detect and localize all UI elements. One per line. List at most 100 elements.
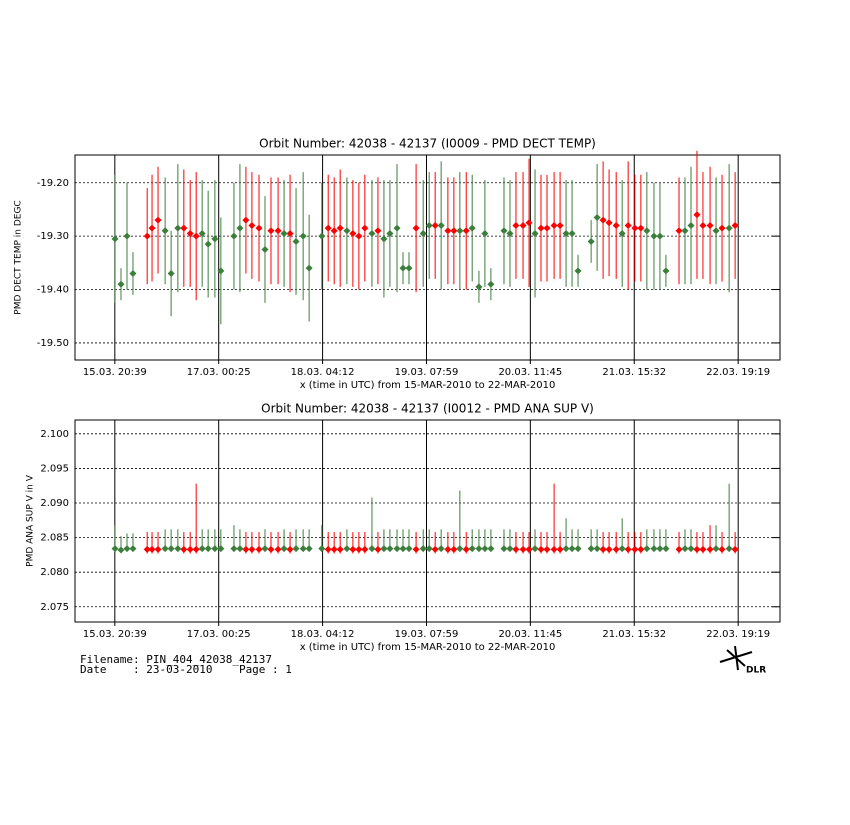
point (643, 227, 651, 235)
point (481, 545, 489, 553)
point (336, 545, 344, 553)
point (261, 245, 269, 253)
point (506, 545, 514, 553)
point (186, 545, 194, 553)
plot-frame (74, 419, 781, 623)
point (512, 545, 520, 553)
point (431, 221, 439, 229)
point (204, 545, 212, 553)
point (731, 221, 739, 229)
x-tick-label: 20.03. 11:45 (498, 629, 562, 640)
point (299, 545, 307, 553)
x-tick-label: 17.03. 00:25 (187, 367, 251, 378)
point (405, 264, 413, 272)
point (380, 545, 388, 553)
point (129, 270, 137, 278)
point (148, 224, 156, 232)
point (192, 545, 200, 553)
point (318, 232, 326, 240)
point (217, 267, 225, 275)
point (349, 229, 357, 237)
point (292, 545, 300, 553)
point (487, 545, 495, 553)
point (399, 545, 407, 553)
point (230, 232, 238, 240)
point (519, 221, 527, 229)
footer-date: Date : 23-03-2010 Page : 1 (80, 663, 292, 676)
point (255, 224, 263, 232)
point (706, 545, 714, 553)
point (161, 227, 169, 235)
y-tick-label: 2.085 (40, 533, 69, 544)
point (599, 216, 607, 224)
point (543, 224, 551, 232)
point (117, 546, 125, 554)
point (712, 227, 720, 235)
point (574, 545, 582, 553)
point (537, 224, 545, 232)
point (612, 221, 620, 229)
point (425, 545, 433, 553)
point (261, 545, 269, 553)
y-tick-label: 2.075 (40, 602, 69, 613)
point (612, 545, 620, 553)
point (468, 545, 476, 553)
point (117, 280, 125, 288)
point (712, 545, 720, 553)
point (450, 545, 458, 553)
point (361, 545, 369, 553)
point (242, 216, 250, 224)
point (624, 545, 632, 553)
point (143, 545, 151, 553)
point (725, 224, 733, 232)
logo-stroke (726, 649, 746, 667)
point (123, 545, 131, 553)
point (299, 232, 307, 240)
point (324, 224, 332, 232)
point (656, 545, 664, 553)
point (587, 237, 595, 245)
point (699, 545, 707, 553)
point (248, 221, 256, 229)
point (242, 545, 250, 553)
point (154, 216, 162, 224)
point (248, 545, 256, 553)
point (305, 264, 313, 272)
point (368, 229, 376, 237)
point (462, 545, 470, 553)
point (568, 229, 576, 237)
point (161, 545, 169, 553)
point (731, 545, 739, 553)
point (211, 235, 219, 243)
y-tick-label: 2.090 (40, 498, 69, 509)
point (349, 545, 357, 553)
point (330, 545, 338, 553)
point (468, 224, 476, 232)
point (305, 545, 313, 553)
point (475, 545, 483, 553)
y-tick-label: -19.30 (37, 231, 69, 242)
point (236, 545, 244, 553)
point (267, 227, 275, 235)
point (562, 545, 570, 553)
point (274, 227, 282, 235)
footer-filename: Filename: PIN_404_42038_42137 (80, 653, 272, 666)
point (574, 267, 582, 275)
point (500, 227, 508, 235)
point (706, 221, 714, 229)
point (568, 545, 576, 553)
point (167, 545, 175, 553)
y-tick-label: -19.50 (37, 338, 69, 349)
point (431, 545, 439, 553)
x-tick-label: 18.03. 04:12 (291, 629, 355, 640)
point (650, 545, 658, 553)
point (675, 227, 683, 235)
point (718, 545, 726, 553)
point (587, 545, 595, 553)
point (450, 227, 458, 235)
point (343, 227, 351, 235)
y-tick-label: 2.095 (40, 463, 69, 474)
point (550, 545, 558, 553)
